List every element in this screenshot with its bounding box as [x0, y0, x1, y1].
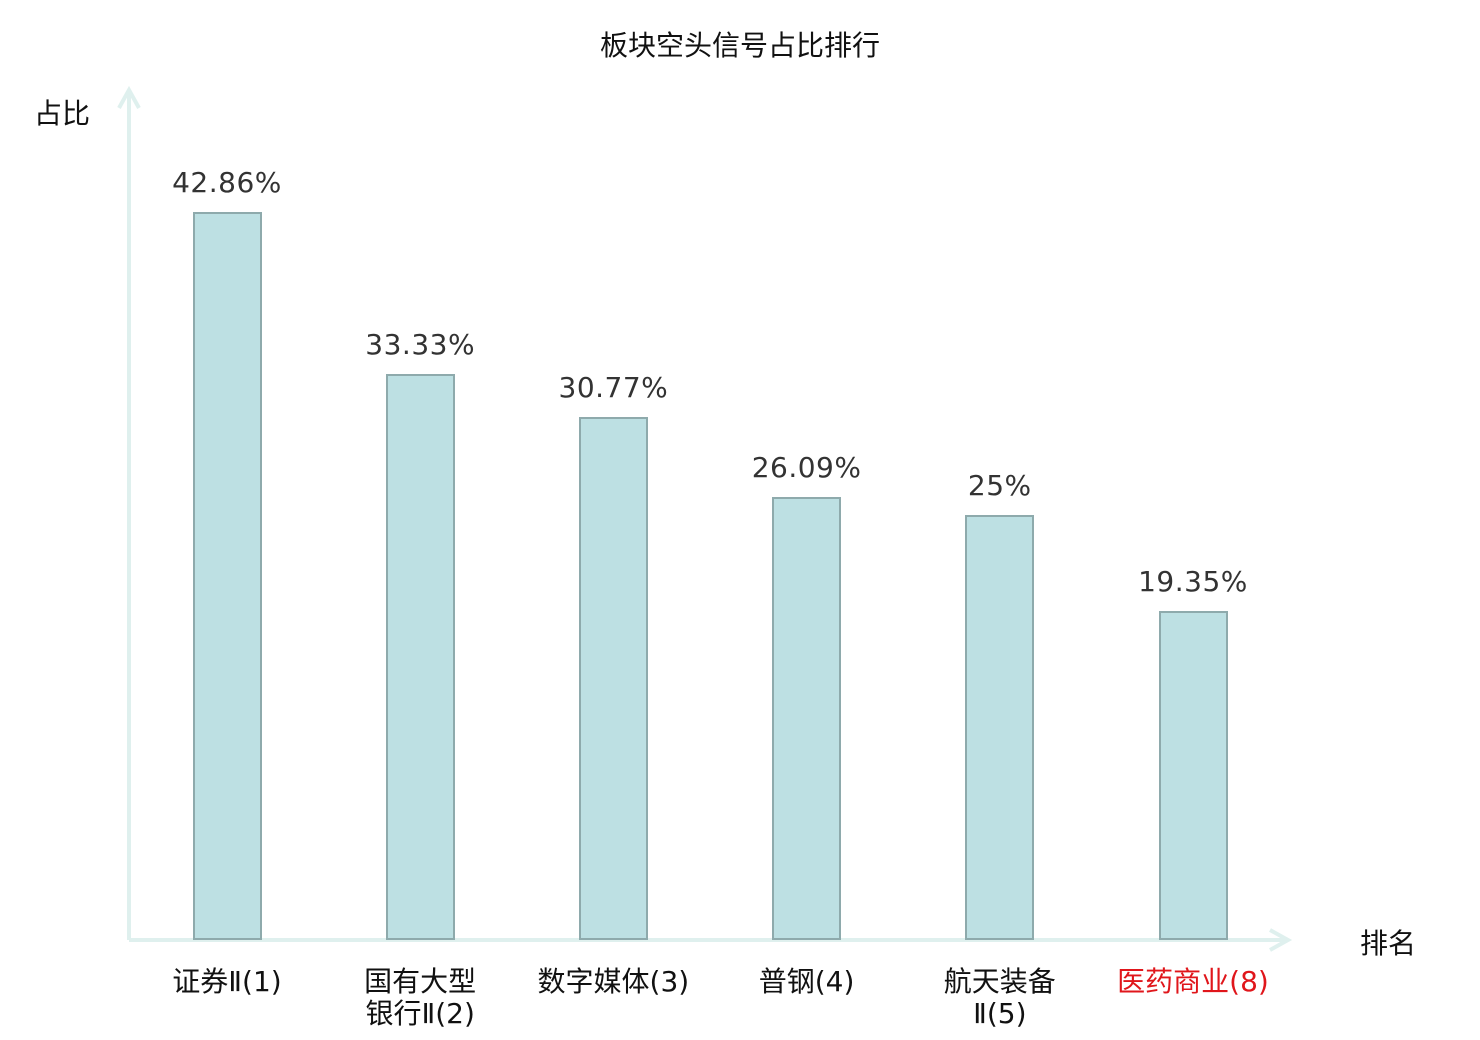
y-axis-label: 占比 — [34, 97, 91, 130]
data-label: 30.77% — [558, 371, 669, 405]
x-axis-arrow — [1269, 928, 1293, 952]
x-axis-label: 排名 — [1360, 927, 1417, 960]
data-label: 25% — [967, 469, 1032, 502]
x-tick-label: 医药商业(8) — [1117, 965, 1269, 998]
x-tick-label: 普钢(4) — [758, 965, 855, 998]
bar — [965, 515, 1035, 940]
bar — [192, 212, 262, 940]
data-label: 33.33% — [365, 327, 476, 361]
x-tick-label: 数字媒体(3) — [537, 965, 690, 998]
bar — [385, 373, 455, 940]
data-label: 19.35% — [1138, 564, 1248, 598]
x-tick-label: 证券Ⅱ(1) — [172, 965, 282, 998]
bar — [1158, 610, 1228, 940]
y-axis-arrow — [117, 85, 141, 109]
data-label: 26.09% — [751, 450, 862, 484]
x-tick-label: 国有大型 银行Ⅱ(2) — [364, 965, 477, 1030]
bar — [578, 417, 648, 940]
bar — [772, 496, 842, 940]
chart-title: 板块空头信号占比排行 — [599, 29, 880, 62]
data-label: 42.86% — [172, 166, 282, 200]
x-tick-label: 航天装备 Ⅱ(5) — [943, 965, 1056, 1030]
